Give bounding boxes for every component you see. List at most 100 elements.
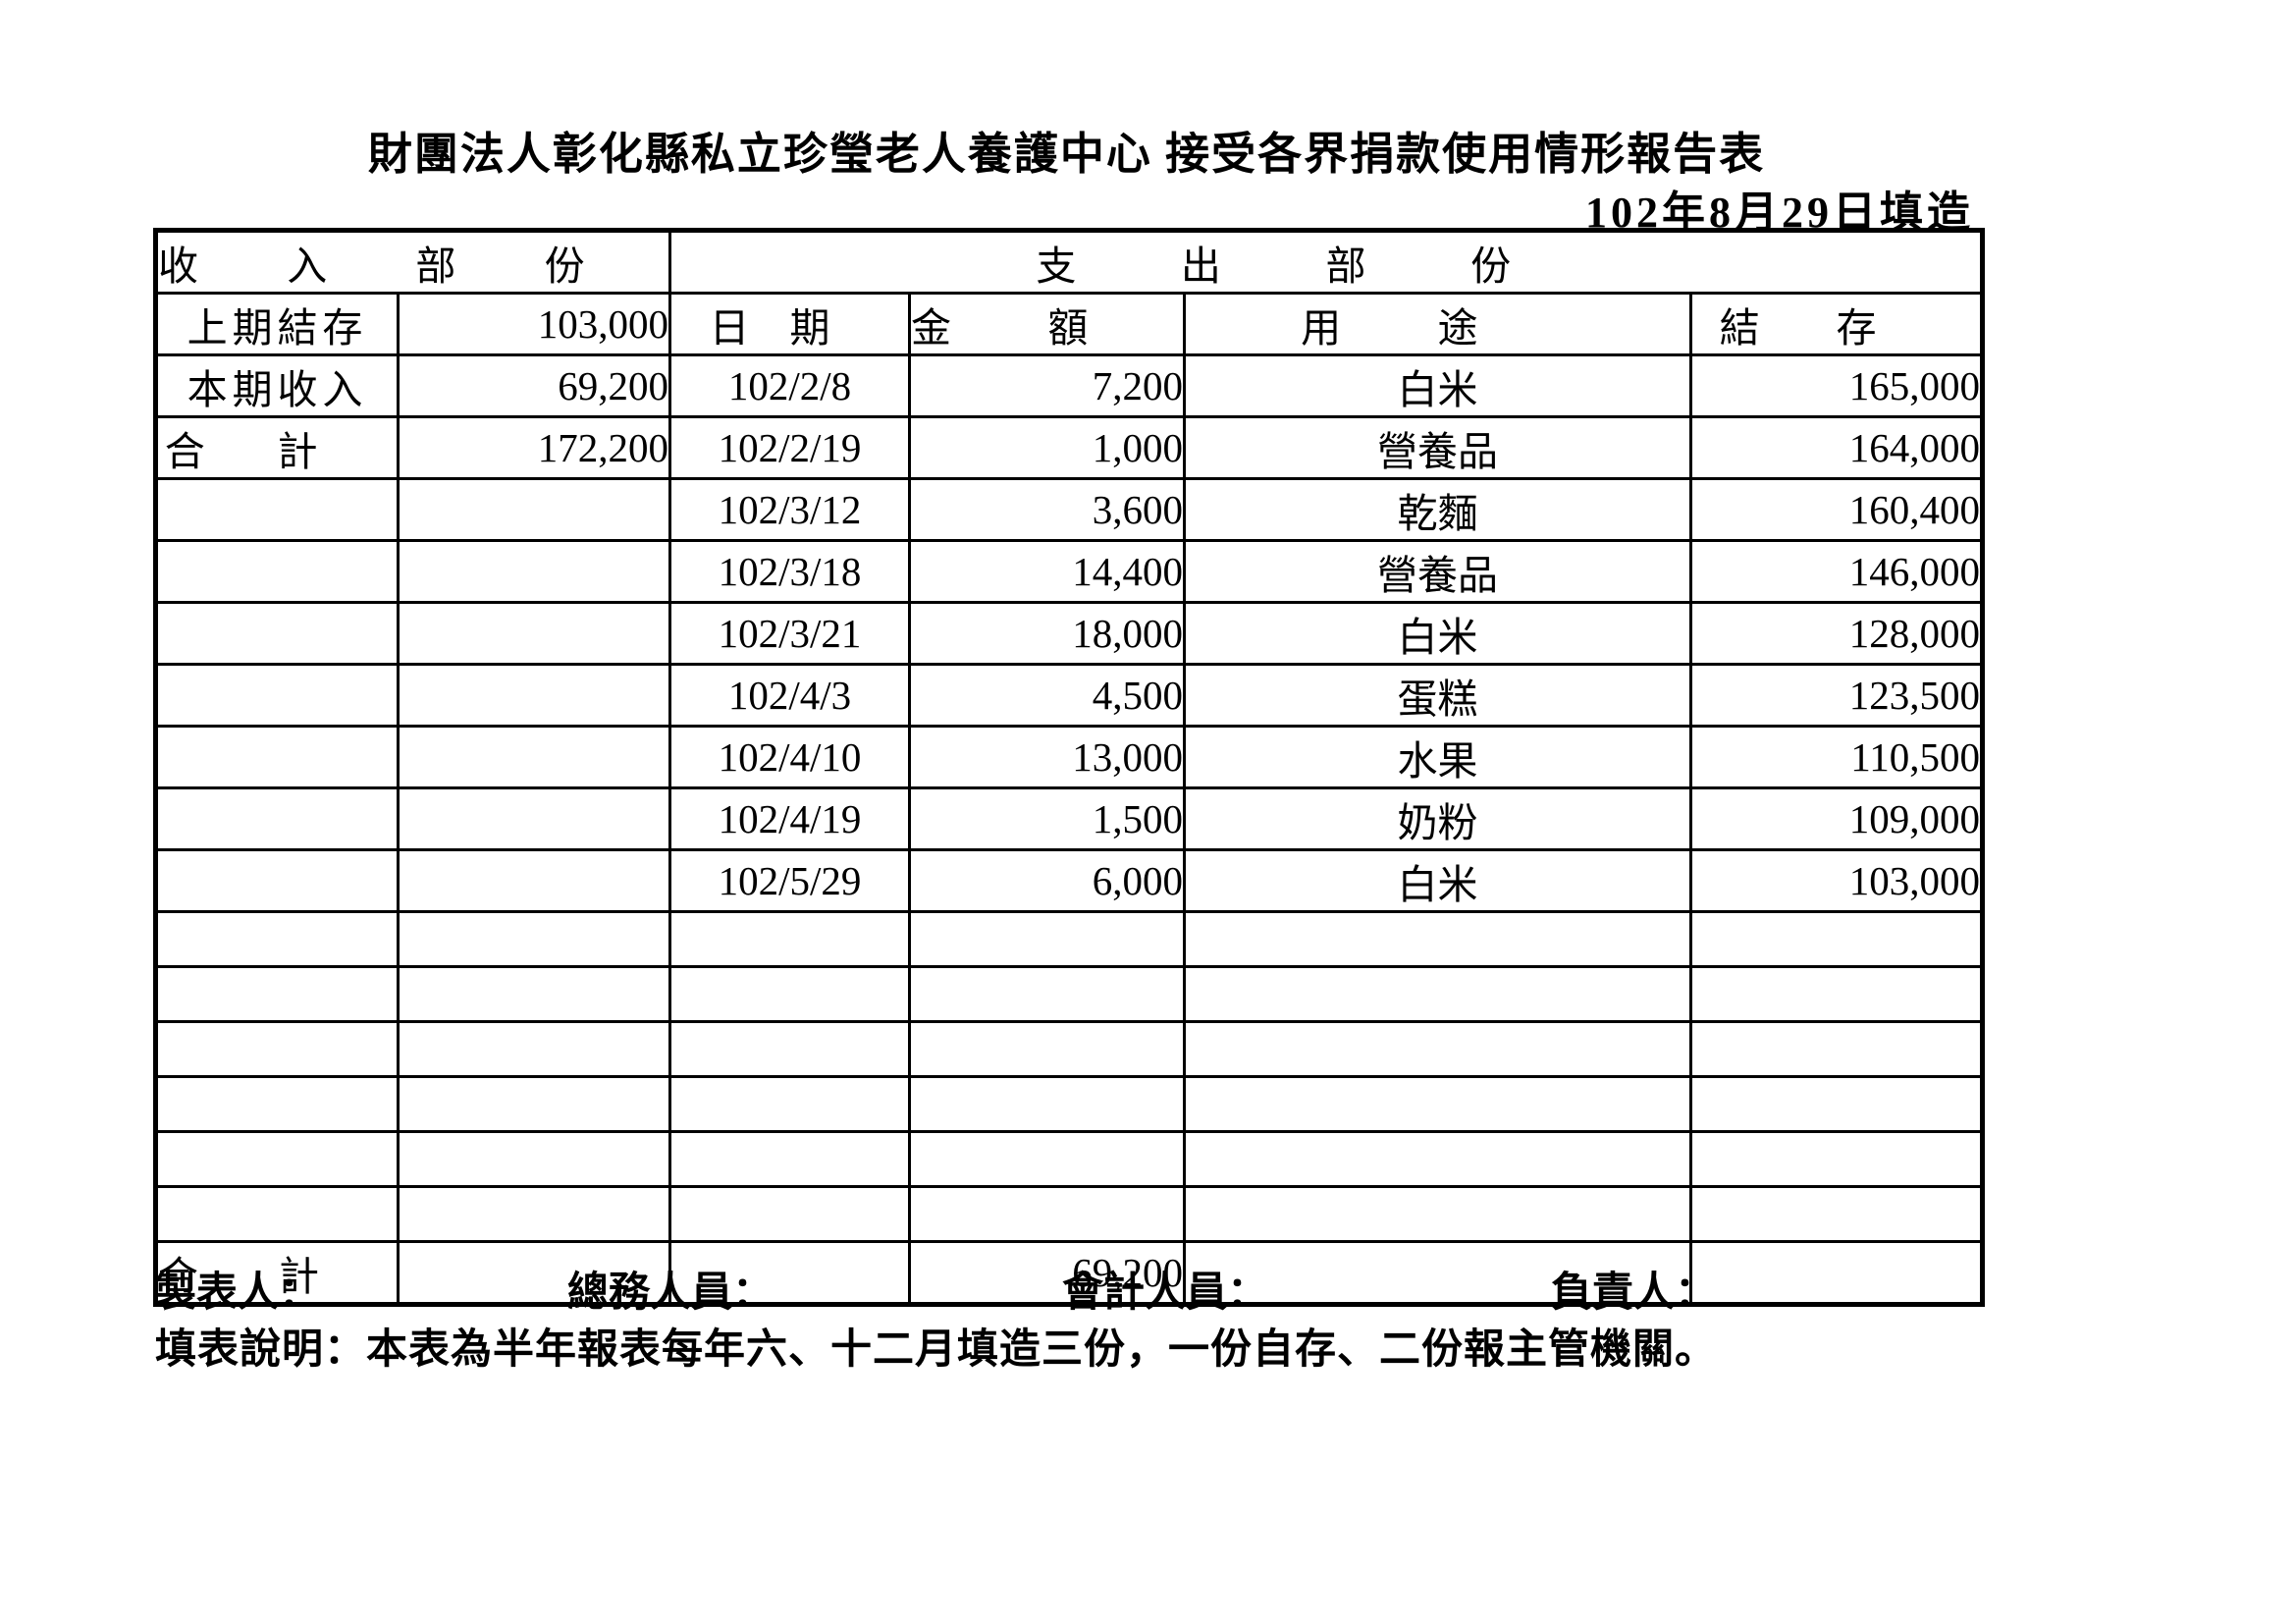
empty-cell	[397, 1185, 671, 1243]
date-cell: 102/4/10	[668, 725, 911, 789]
amount-cell: 1,500	[908, 786, 1186, 851]
table-row: 合計 172,200 102/2/19 1,000 營養品 164,000	[154, 415, 1985, 480]
table-row: 102/5/29 6,000 白米 103,000	[154, 848, 1985, 913]
page-title: 財團法人彰化縣私立珍瑩老人養護中心 接受各界捐款使用情形報告表	[367, 130, 1766, 179]
income-amount-cell: 103,000	[397, 292, 671, 356]
date-cell: 102/2/8	[668, 353, 911, 418]
empty-cell	[1688, 1185, 1985, 1243]
empty-cell	[1688, 965, 1985, 1023]
empty-cell	[154, 1185, 400, 1243]
purpose-cell: 白米	[1183, 601, 1692, 666]
balance-cell: 110,500	[1688, 725, 1985, 789]
date-cell: 102/2/19	[668, 415, 911, 480]
empty-cell	[1688, 910, 1985, 968]
empty-row	[154, 1020, 1985, 1078]
empty-cell	[397, 477, 671, 542]
balance-cell: 160,400	[1688, 477, 1985, 542]
income-section-header: 收入部份	[154, 229, 671, 295]
amount-cell: 3,600	[908, 477, 1186, 542]
empty-cell	[397, 1075, 671, 1133]
empty-cell	[908, 1130, 1186, 1188]
empty-cell	[397, 965, 671, 1023]
empty-cell	[154, 539, 400, 604]
table-row: 102/4/19 1,500 奶粉 109,000	[154, 786, 1985, 851]
date-cell: 102/4/3	[668, 663, 911, 728]
balance-cell: 146,000	[1688, 539, 1985, 604]
empty-cell	[397, 1240, 671, 1306]
filling-instructions-note: 填表說明：本表為半年報表每年六、十二月填造三份，一份自存、二份報主管機關。	[155, 1327, 1718, 1373]
empty-cell	[668, 1020, 911, 1078]
expense-total-amount-cell: 69,200	[908, 1240, 1186, 1306]
empty-row	[154, 965, 1985, 1023]
balance-cell: 128,000	[1688, 601, 1985, 666]
balance-cell: 165,000	[1688, 353, 1985, 418]
empty-cell	[154, 1020, 400, 1078]
table-row: 102/3/12 3,600 乾麵 160,400	[154, 477, 1985, 542]
empty-cell	[154, 663, 400, 728]
date-cell: 102/3/12	[668, 477, 911, 542]
empty-cell	[908, 1020, 1186, 1078]
purpose-cell: 水果	[1183, 725, 1692, 789]
empty-cell	[154, 848, 400, 913]
empty-cell	[154, 786, 400, 851]
empty-cell	[1688, 1240, 1985, 1306]
income-label-cell: 上期結存	[154, 292, 400, 356]
empty-row	[154, 910, 1985, 968]
date-cell: 102/4/19	[668, 786, 911, 851]
table-row: 102/4/3 4,500 蛋糕 123,500	[154, 663, 1985, 728]
empty-cell	[668, 1240, 911, 1306]
empty-cell	[668, 1130, 911, 1188]
empty-cell	[397, 1130, 671, 1188]
amount-cell: 6,000	[908, 848, 1186, 913]
empty-cell	[397, 663, 671, 728]
column-header-date: 日期	[668, 292, 911, 356]
empty-cell	[1183, 1240, 1692, 1306]
signature-row: 製表人： 總務人員： 會計人員： 負責人：	[0, 1259, 2296, 1316]
table-row: 102/4/10 13,000 水果 110,500	[154, 725, 1985, 789]
general-affairs-label: 總務人員：	[567, 1271, 774, 1316]
empty-cell	[397, 725, 671, 789]
empty-cell	[908, 1075, 1186, 1133]
income-label-cell: 本期收入	[154, 353, 400, 418]
empty-cell	[1183, 1075, 1692, 1133]
expense-section-header: 支出部份	[667, 229, 1985, 295]
empty-cell	[154, 601, 400, 666]
empty-cell	[154, 1130, 400, 1188]
accountant-label: 會計人員：	[1062, 1271, 1269, 1316]
income-amount-cell: 69,200	[397, 353, 671, 418]
empty-cell	[1183, 910, 1692, 968]
empty-cell	[668, 965, 911, 1023]
empty-cell	[908, 1185, 1186, 1243]
amount-cell: 13,000	[908, 725, 1186, 789]
empty-cell	[1688, 1020, 1985, 1078]
empty-cell	[154, 725, 400, 789]
amount-cell: 4,500	[908, 663, 1186, 728]
empty-cell	[154, 965, 400, 1023]
date-cell: 102/3/18	[668, 539, 911, 604]
empty-cell	[397, 601, 671, 666]
empty-cell	[1183, 1185, 1692, 1243]
empty-cell	[154, 910, 400, 968]
income-total-amount-cell: 172,200	[397, 415, 671, 480]
balance-cell: 103,000	[1688, 848, 1985, 913]
amount-cell: 1,000	[908, 415, 1186, 480]
empty-cell	[1183, 1130, 1692, 1188]
balance-cell: 123,500	[1688, 663, 1985, 728]
amount-cell: 7,200	[908, 353, 1186, 418]
date-cell: 102/3/21	[668, 601, 911, 666]
expense-total-label-cell: 合計	[154, 1240, 400, 1306]
date-cell: 102/5/29	[668, 848, 911, 913]
empty-cell	[668, 1185, 911, 1243]
purpose-cell: 白米	[1183, 353, 1692, 418]
empty-cell	[154, 1075, 400, 1133]
preparer-label: 製表人：	[155, 1271, 321, 1316]
empty-cell	[668, 910, 911, 968]
purpose-cell: 奶粉	[1183, 786, 1692, 851]
empty-cell	[1688, 1075, 1985, 1133]
balance-cell: 109,000	[1688, 786, 1985, 851]
table-row: 本期收入 69,200 102/2/8 7,200 白米 165,000	[154, 353, 1985, 418]
column-header-purpose: 用途	[1183, 292, 1692, 356]
empty-cell	[397, 1020, 671, 1078]
empty-cell	[397, 848, 671, 913]
